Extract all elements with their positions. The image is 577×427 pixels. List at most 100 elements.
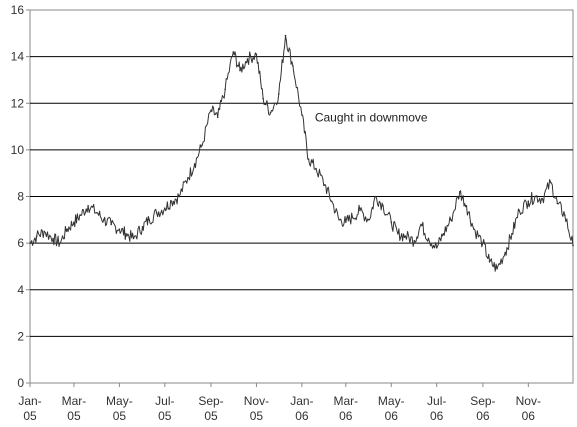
data-point: [269, 111, 272, 114]
x-tick-label-month: Mar-: [62, 394, 87, 408]
data-point: [255, 53, 258, 56]
data-point: [187, 177, 189, 179]
data-point: [193, 163, 196, 165]
y-tick-label: 2: [17, 329, 24, 343]
data-point: [301, 114, 303, 116]
data-point: [35, 235, 38, 237]
data-point: [262, 97, 264, 100]
data-point: [390, 221, 393, 223]
x-tick-label-year: 05: [158, 409, 172, 423]
x-tick-label-month: Jan-: [290, 394, 313, 408]
data-point: [473, 228, 475, 230]
data-point: [404, 235, 407, 237]
data-point: [435, 246, 438, 249]
data-point: [324, 184, 326, 186]
data-point: [43, 230, 45, 233]
data-point: [442, 233, 445, 235]
x-tick-label-month: Nov-: [244, 394, 269, 408]
data-point: [556, 202, 559, 205]
x-tick-label-month: Sep-: [470, 394, 495, 408]
data-point: [496, 267, 498, 270]
y-tick-label: 0: [17, 376, 24, 390]
data-point: [450, 219, 452, 221]
data-point: [397, 233, 399, 235]
x-tick-label-month: Mar-: [333, 394, 358, 408]
data-point: [141, 226, 144, 228]
data-point: [164, 207, 166, 209]
data-point: [73, 221, 75, 223]
data-point: [216, 116, 219, 119]
data-point: [246, 58, 249, 60]
data-point: [420, 223, 422, 226]
annotation-layer: Caught in downmove: [315, 111, 428, 125]
y-tick-label: 12: [11, 96, 25, 110]
data-point: [148, 219, 150, 221]
y-tick-label: 6: [17, 236, 24, 250]
x-axis-tick-labels: Jan-05Mar-05May-05Jul-05Sep-05Nov-05Jan-…: [18, 383, 541, 423]
x-tick-label-year: 06: [522, 409, 536, 423]
data-point: [541, 198, 544, 200]
data-point: [58, 242, 61, 244]
y-tick-label: 10: [11, 143, 25, 157]
data-point: [110, 223, 112, 226]
data-point: [66, 228, 69, 230]
x-tick-label-year: 06: [295, 409, 309, 423]
data-point: [511, 233, 513, 235]
x-tick-label-month: May-: [378, 394, 405, 408]
data-point: [96, 212, 98, 214]
data-point: [534, 195, 536, 198]
data-point: [87, 205, 89, 207]
data-point: [382, 205, 384, 207]
data-point: [52, 237, 54, 240]
data-point: [29, 242, 31, 244]
data-point: [572, 244, 574, 247]
x-tick-label-year: 06: [385, 409, 399, 423]
data-point: [155, 212, 158, 214]
y-tick-label: 8: [17, 190, 24, 204]
x-tick-label-year: 05: [250, 409, 264, 423]
data-point: [527, 200, 530, 202]
x-tick-label-year: 06: [430, 409, 444, 423]
data-point: [458, 191, 461, 193]
x-tick-label-month: Sep-: [198, 394, 223, 408]
data-point: [210, 109, 212, 112]
x-tick-label-year: 05: [67, 409, 81, 423]
data-point: [307, 158, 310, 160]
data-point: [170, 200, 173, 202]
y-axis-tick-labels: 0 2 4 6 8 10 12 14 16: [11, 3, 30, 390]
y-tick-label: 14: [11, 50, 25, 64]
data-point: [79, 214, 82, 216]
data-point: [118, 228, 121, 230]
data-point: [292, 65, 294, 67]
data-point: [374, 195, 377, 198]
x-tick-label-year: 05: [113, 409, 127, 423]
data-point: [345, 221, 347, 223]
y-tick-label: 4: [17, 283, 24, 297]
series-line: [29, 35, 574, 272]
annotation-text: Caught in downmove: [315, 111, 428, 125]
data-point: [482, 242, 484, 244]
data-point: [125, 233, 127, 235]
data-point: [201, 144, 203, 147]
x-tick-label-year: 06: [476, 409, 490, 423]
data-point: [488, 260, 491, 263]
y-tick-label: 16: [11, 3, 25, 17]
data-point: [232, 51, 235, 53]
data-point: [284, 34, 287, 37]
data-point: [368, 219, 370, 221]
x-tick-label-year: 05: [23, 409, 37, 423]
x-tick-label-month: Nov-: [516, 394, 541, 408]
data-point: [413, 239, 416, 242]
x-tick-label-month: Jul-: [155, 394, 174, 408]
data-point: [427, 237, 430, 240]
data-point: [564, 214, 566, 216]
data-point: [178, 195, 180, 198]
data-point: [504, 251, 507, 254]
x-tick-label-month: May-: [106, 394, 133, 408]
data-point: [465, 205, 468, 207]
data-point: [102, 219, 105, 221]
data-point: [351, 216, 354, 219]
data-point: [224, 88, 226, 91]
data-point: [359, 209, 361, 212]
